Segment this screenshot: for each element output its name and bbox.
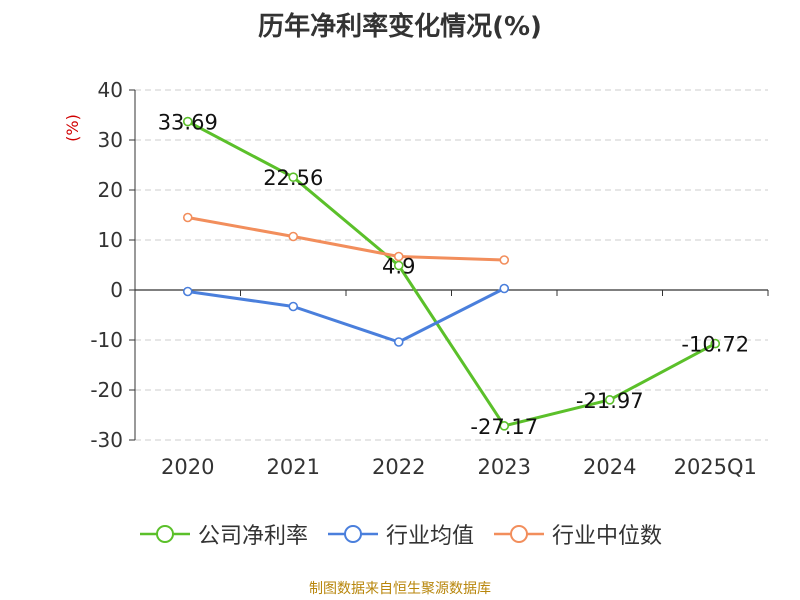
legend-marker-icon xyxy=(139,525,190,543)
axis-layer: 40 30 20 10 0 -10 -20 -30 (%) 2020 2021 2022 2023 202… xyxy=(63,78,769,479)
series-layer xyxy=(182,116,721,431)
y-tick-label: 20 xyxy=(98,178,123,202)
chart-title: 历年净利率变化情况(%) xyxy=(258,12,542,42)
legend-circle xyxy=(343,525,362,543)
legend-marker-icon xyxy=(494,525,544,543)
y-axis-label: (%) xyxy=(63,114,82,142)
series-line xyxy=(187,120,716,428)
data-point xyxy=(182,212,193,223)
source-note: 制图数据来自恒生聚源数据库 xyxy=(309,581,491,597)
data-label: 22.56 xyxy=(263,166,323,190)
data-label: -27.17 xyxy=(470,415,538,439)
data-point xyxy=(710,338,721,349)
legend-marker-icon xyxy=(327,525,378,543)
grid-layer xyxy=(135,89,768,441)
x-tick-label: 2020 xyxy=(161,455,214,479)
data-label: -10.72 xyxy=(681,333,749,357)
legend-item[interactable]: 行业均值 xyxy=(326,518,474,550)
data-label: -21.97 xyxy=(576,389,644,413)
x-tick-label: 2025Q1 xyxy=(674,455,757,479)
y-tick-label: 10 xyxy=(98,228,123,252)
data-point xyxy=(288,301,299,312)
data-point xyxy=(499,421,510,431)
series-line xyxy=(187,287,505,344)
data-point xyxy=(182,116,193,127)
y-tick-label: -30 xyxy=(90,428,123,452)
y-tick-label: -20 xyxy=(90,378,123,402)
legend-label: 行业中位数 xyxy=(552,524,663,549)
x-tick-label: 2021 xyxy=(267,455,320,479)
data-label: 4.9 xyxy=(382,255,415,279)
legend: 公司净利率 行业均值 行业中位数 xyxy=(0,518,800,550)
y-tick-label: 0 xyxy=(110,278,123,302)
legend-circle xyxy=(510,525,528,543)
data-point xyxy=(393,260,404,271)
data-point xyxy=(499,255,510,265)
legend-item[interactable]: 行业中位数 xyxy=(492,518,662,550)
data-label: 33.69 xyxy=(158,111,218,135)
x-tick-label: 2024 xyxy=(583,455,636,479)
data-point xyxy=(288,231,299,242)
y-tick-label: 40 xyxy=(98,78,123,102)
x-tick-label: 2022 xyxy=(372,455,425,479)
data-point xyxy=(499,283,510,294)
legend-item[interactable]: 公司净利率 xyxy=(138,518,308,550)
y-tick-label: 30 xyxy=(98,128,123,152)
y-tick-label: -10 xyxy=(90,328,123,352)
data-label-layer: 33.69 22.56 4.9 -27.17 -21.97 -10.72 xyxy=(158,111,749,439)
legend-label: 行业均值 xyxy=(385,524,474,549)
legend-label: 公司净利率 xyxy=(197,524,308,549)
data-point xyxy=(604,395,615,405)
data-point xyxy=(288,172,299,182)
legend-circle xyxy=(155,525,174,543)
series-line xyxy=(187,216,505,262)
x-tick-label: 2023 xyxy=(478,455,531,479)
data-point xyxy=(393,337,404,347)
data-point xyxy=(182,286,193,297)
data-point xyxy=(393,251,404,262)
